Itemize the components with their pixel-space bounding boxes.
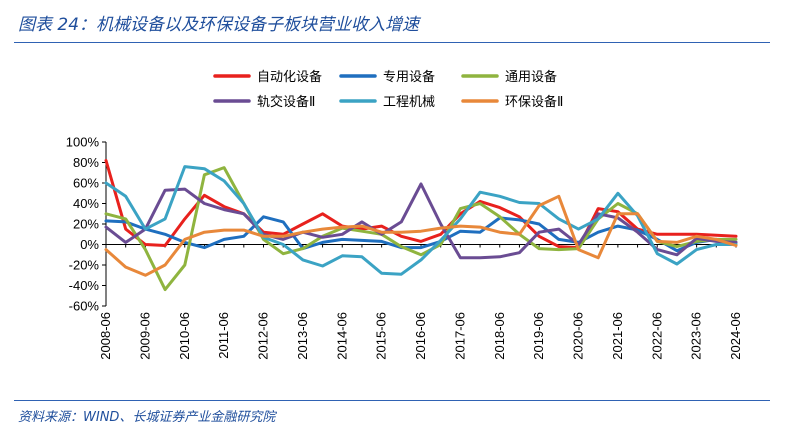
y-tick-label: 100% [66,135,100,150]
y-tick-label: 40% [73,196,99,211]
legend-label: 专用设备 [383,69,435,85]
y-tick-label: -20% [69,258,100,273]
x-tick-label: 2013-06 [295,312,310,360]
x-tick-label: 2015-06 [374,312,389,360]
title-rule [14,42,770,43]
x-tick-label: 2024-06 [728,312,743,360]
x-tick-label: 2014-06 [334,312,349,360]
x-tick-label: 2012-06 [256,312,271,360]
legend-label: 工程机械 [383,95,435,110]
series-lines [104,159,738,292]
legend-label: 环保设备Ⅱ [505,94,563,110]
figure-title: 图表 24：机械设备以及环保设备子板块营业收入增速 [18,15,420,35]
series-line-1 [104,159,738,250]
x-tick-label: 2018-06 [492,312,507,360]
x-tick-label: 2017-06 [452,312,467,360]
y-axis: -60% -40% -20% 0% 20% 40% 60% 80% 100% [66,135,107,314]
legend-label: 轨交设备Ⅱ [257,94,315,110]
y-tick-label: -60% [69,299,100,314]
x-tick-label: 2008-06 [98,312,113,360]
y-tick-label: 60% [73,176,99,191]
legend-label: 通用设备 [505,69,557,85]
x-tick-label: 2019-06 [531,312,546,360]
x-tick-label: 2023-06 [689,312,704,360]
x-tick-label: 2016-06 [413,312,428,360]
y-tick-label: 0% [80,237,99,252]
y-tick-label: -40% [69,278,100,293]
series-line-4 [104,182,738,260]
series-line-5 [104,165,738,276]
x-tick-label: 2010-06 [177,312,192,360]
y-tick-label: 20% [73,217,99,232]
source-rule [14,400,770,401]
x-tick-label: 2020-06 [571,312,586,360]
x-tick-label: 2011-06 [216,312,231,359]
legend-label: 自动化设备 [257,69,322,85]
series-line-6 [104,194,738,277]
x-tick-label: 2022-06 [649,312,664,360]
source-note: 资料来源：WIND、长城证券产业金融研究院 [18,410,276,425]
x-tick-label: 2009-06 [137,312,152,360]
y-tick-label: 80% [73,155,99,170]
x-tick-label: 2021-06 [610,312,625,360]
